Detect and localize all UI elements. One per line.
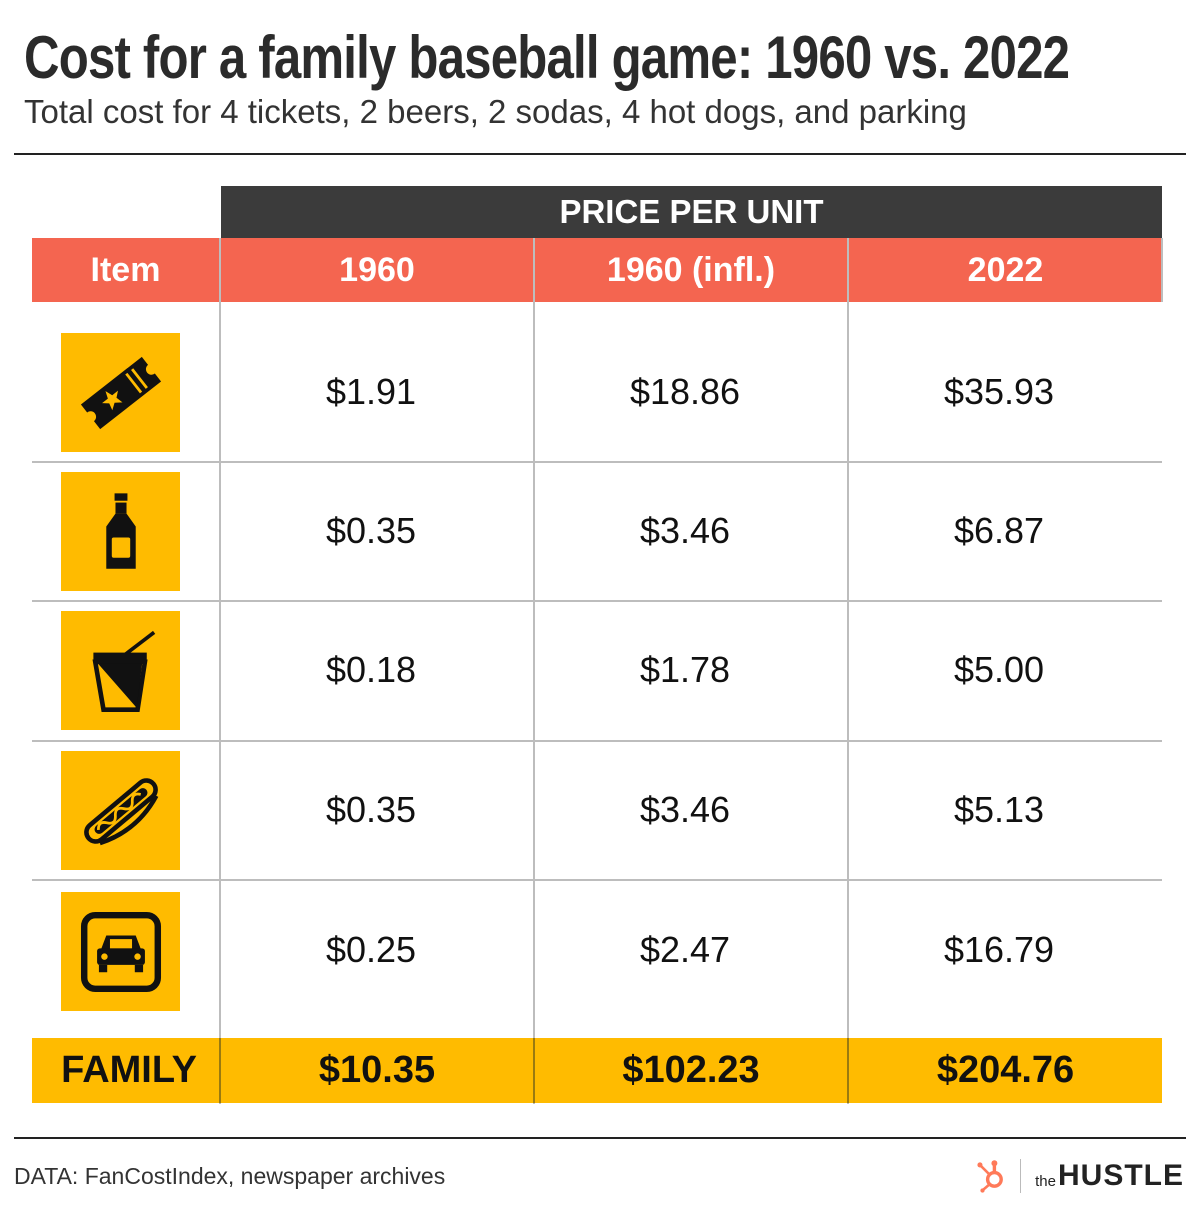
- cell-ticket-1960: $1.91: [325, 371, 417, 412]
- hot-dog-icon: [61, 751, 180, 870]
- family-total-2022: $204.76: [936, 1049, 1075, 1091]
- grid-line-vertical: [533, 1038, 535, 1103]
- cell-soda-2022: $5.00: [953, 649, 1045, 690]
- brand-logo: the HUSTLE: [974, 1156, 1184, 1196]
- grid-line-horizontal: [32, 461, 1162, 463]
- cell-hot-dog-1960-inflated: $3.46: [639, 789, 731, 830]
- cell-parking-2022: $16.79: [943, 929, 1055, 970]
- price-per-unit-header: PRICE PER UNIT: [221, 186, 1162, 238]
- chart-subtitle: Total cost for 4 tickets, 2 beers, 2 sod…: [24, 93, 967, 130]
- grid-line-vertical: [219, 1038, 221, 1103]
- cell-beer-2022: $6.87: [953, 510, 1045, 551]
- data-source-note: DATA: FanCostIndex, newspaper archives: [14, 1163, 446, 1189]
- grid-line-horizontal: [32, 740, 1162, 742]
- cell-parking-1960: $0.25: [325, 929, 417, 970]
- brand-name: HUSTLE: [1058, 1159, 1184, 1192]
- family-total-1960: $10.35: [318, 1049, 436, 1091]
- bottom-divider: [14, 1137, 1186, 1139]
- column-header-item: Item: [32, 238, 219, 302]
- beer-bottle-icon: [61, 472, 180, 591]
- grid-line-vertical: [847, 1038, 849, 1103]
- cell-soda-1960-inflated: $1.78: [639, 649, 731, 690]
- chart-title: Cost for a family baseball game: 1960 vs…: [24, 24, 1070, 91]
- cell-beer-1960-inflated: $3.46: [639, 510, 731, 551]
- ticket-icon: [61, 333, 180, 452]
- brand-prefix: the: [1035, 1173, 1056, 1190]
- column-header-1960: 1960: [221, 238, 533, 302]
- column-header-1960-inflated: 1960 (infl.): [535, 238, 847, 302]
- soda-cup-icon: [61, 611, 180, 730]
- cell-beer-1960: $0.35: [325, 510, 417, 551]
- brand-separator: [1020, 1159, 1022, 1193]
- grid-line-vertical: [533, 238, 535, 1104]
- family-total-1960-inflated: $102.23: [622, 1049, 760, 1091]
- grid-line-horizontal: [32, 879, 1162, 881]
- cell-hot-dog-1960: $0.35: [325, 789, 417, 830]
- cell-soda-1960: $0.18: [325, 649, 417, 690]
- grid-line-vertical: [847, 238, 849, 1104]
- cell-ticket-2022: $35.93: [943, 371, 1055, 412]
- hubspot-sprocket-icon: [977, 1160, 1004, 1193]
- grid-line-vertical: [219, 238, 221, 1104]
- top-divider: [14, 153, 1186, 155]
- family-total-label: FAMILY: [61, 1049, 197, 1091]
- cell-hot-dog-2022: $5.13: [953, 789, 1045, 830]
- grid-line-vertical: [1161, 238, 1163, 302]
- cell-parking-1960-inflated: $2.47: [639, 929, 731, 970]
- column-header-2022: 2022: [849, 238, 1162, 302]
- cell-ticket-1960-inflated: $18.86: [629, 371, 741, 412]
- parking-car-icon: [61, 892, 180, 1011]
- grid-line-horizontal: [32, 600, 1162, 602]
